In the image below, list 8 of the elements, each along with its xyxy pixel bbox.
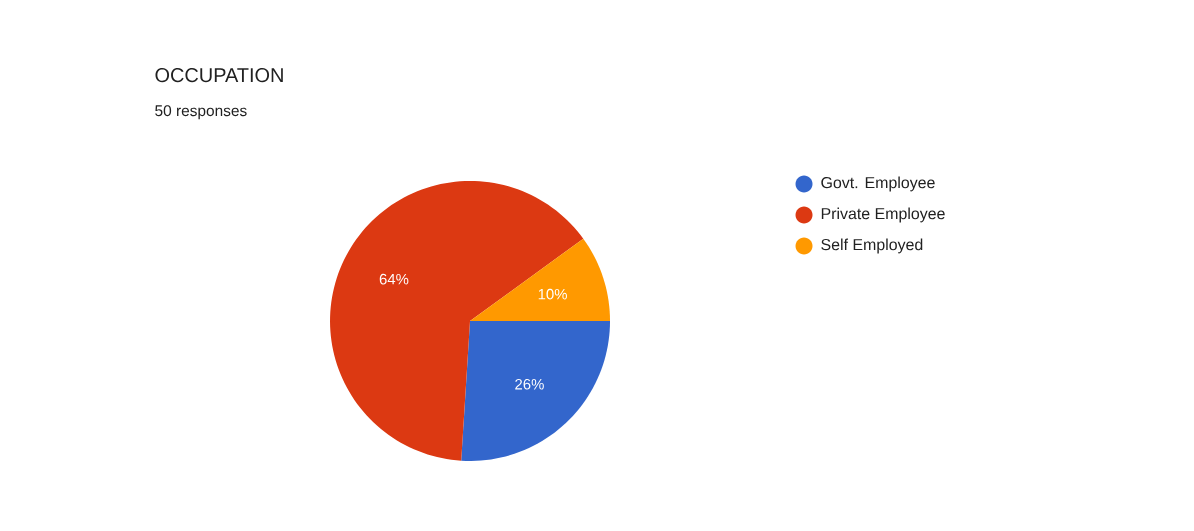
data-label: 64% xyxy=(379,273,409,285)
legend-label: Self Employed xyxy=(821,238,923,254)
data-label: 26% xyxy=(515,378,544,390)
text: 50 responses xyxy=(155,105,247,120)
legend-label: Private Employee xyxy=(821,207,945,223)
chart-title: OCCUPATION xyxy=(155,68,283,83)
data-label: 10% xyxy=(538,288,567,300)
legend-label: Govt. Employee xyxy=(821,176,935,192)
